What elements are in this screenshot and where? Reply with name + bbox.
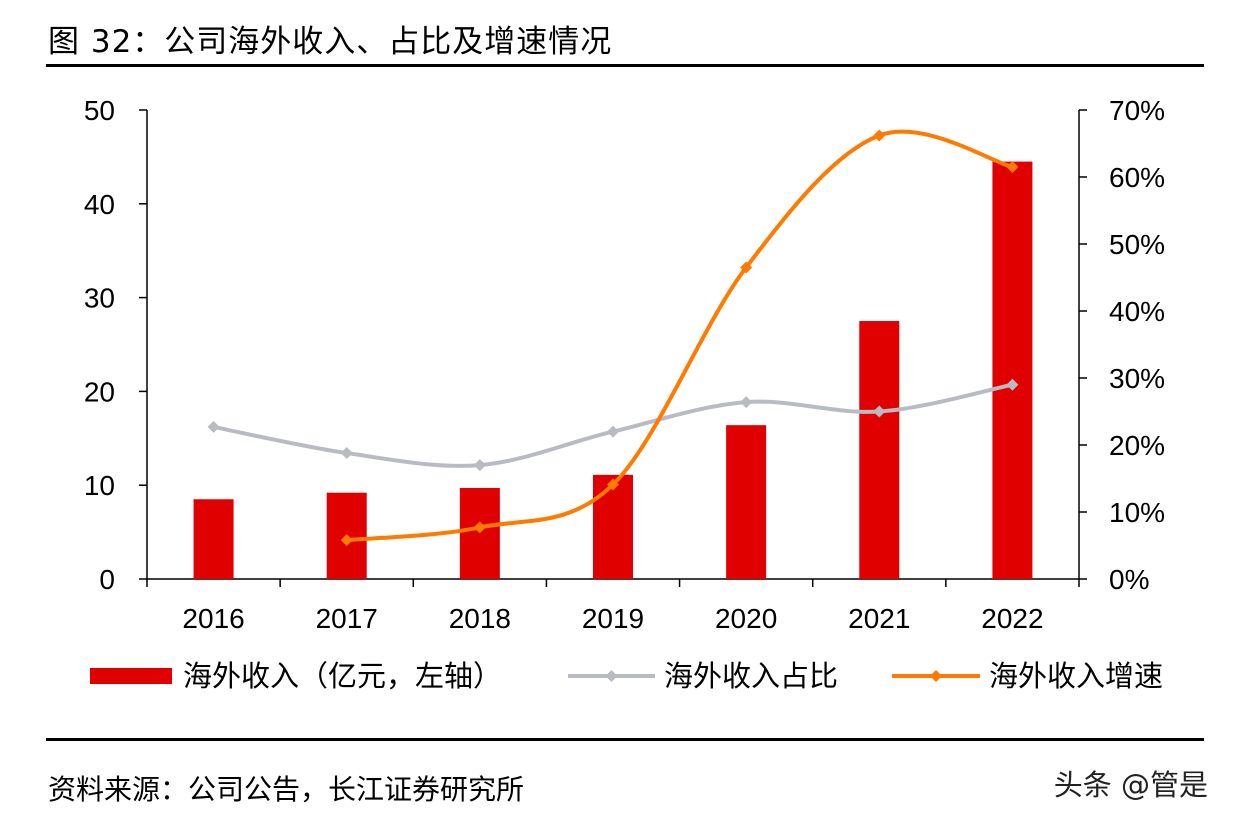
source-rule: [46, 738, 1204, 741]
data-point-marker: [873, 129, 886, 142]
combo-chart: 0 10 20 30 40 50 0% 10% 20% 30% 40% 50% 60% 70% 2016 20…: [84, 95, 1165, 693]
x-tick-label: 2016: [182, 603, 244, 634]
x-tick-label: 2019: [582, 603, 644, 634]
right-tick-label: 0%: [1109, 564, 1149, 595]
lines: [207, 129, 1019, 547]
right-tick-label: 40%: [1109, 296, 1165, 327]
figure-title: 图 32：公司海外收入、占比及增速情况: [48, 24, 613, 60]
legend-marker: [930, 670, 942, 682]
data-point-marker: [207, 420, 220, 433]
left-tick-label: 0: [99, 564, 115, 595]
x-tick-label: 2017: [316, 603, 378, 634]
x-tick-label: 2022: [981, 603, 1043, 634]
legend-label: 海外收入（亿元，左轴）: [183, 659, 502, 693]
legend-marker: [605, 670, 618, 682]
bar: [459, 488, 500, 579]
legend-label: 海外收入占比: [664, 659, 838, 693]
x-tick-label: 2018: [449, 603, 511, 634]
left-tick-label: 20: [84, 376, 115, 407]
right-tick-label: 10%: [1109, 497, 1165, 528]
data-point-marker: [607, 478, 619, 491]
data-point-marker: [607, 425, 619, 438]
watermark: 头条 @管是: [1053, 768, 1208, 802]
data-point-marker: [473, 459, 486, 472]
data-point-marker: [1006, 160, 1019, 173]
right-tick-label: 60%: [1109, 162, 1165, 193]
bar: [593, 474, 633, 579]
data-point-marker: [340, 447, 353, 460]
left-tick-label: 50: [84, 95, 115, 126]
right-tick-label: 20%: [1109, 430, 1165, 461]
bar: [193, 499, 234, 579]
right-tick-label: 30%: [1109, 363, 1165, 394]
data-point-marker: [473, 521, 486, 534]
data-point-marker: [1006, 378, 1019, 391]
bar: [726, 425, 767, 579]
data-point-marker: [873, 405, 886, 418]
data-point-marker: [740, 396, 753, 409]
data-point-marker: [740, 261, 753, 274]
legend-label: 海外收入增速: [989, 659, 1163, 693]
left-tick-label: 40: [84, 189, 115, 220]
bars: [193, 161, 1033, 579]
left-tick-label: 10: [84, 470, 115, 501]
legend-swatch-bar: [90, 668, 172, 684]
series-line: [346, 129, 1013, 543]
tick-labels: 0 10 20 30 40 50 0% 10% 20% 30% 40% 50% 60% 70% 2016 20…: [84, 95, 1165, 634]
x-tick-label: 2021: [848, 603, 910, 634]
data-point-marker: [340, 534, 353, 547]
bar: [859, 321, 900, 579]
legend: 海外收入（亿元，左轴） 海外收入占比 海外收入增速: [90, 659, 1163, 693]
bar: [992, 161, 1033, 579]
left-tick-label: 30: [84, 283, 115, 314]
title-rule: [46, 64, 1204, 67]
source-note: 资料来源：公司公告，长江证券研究所: [48, 773, 525, 806]
right-tick-label: 70%: [1109, 95, 1165, 126]
right-tick-label: 50%: [1109, 229, 1165, 260]
x-tick-label: 2020: [715, 603, 777, 634]
